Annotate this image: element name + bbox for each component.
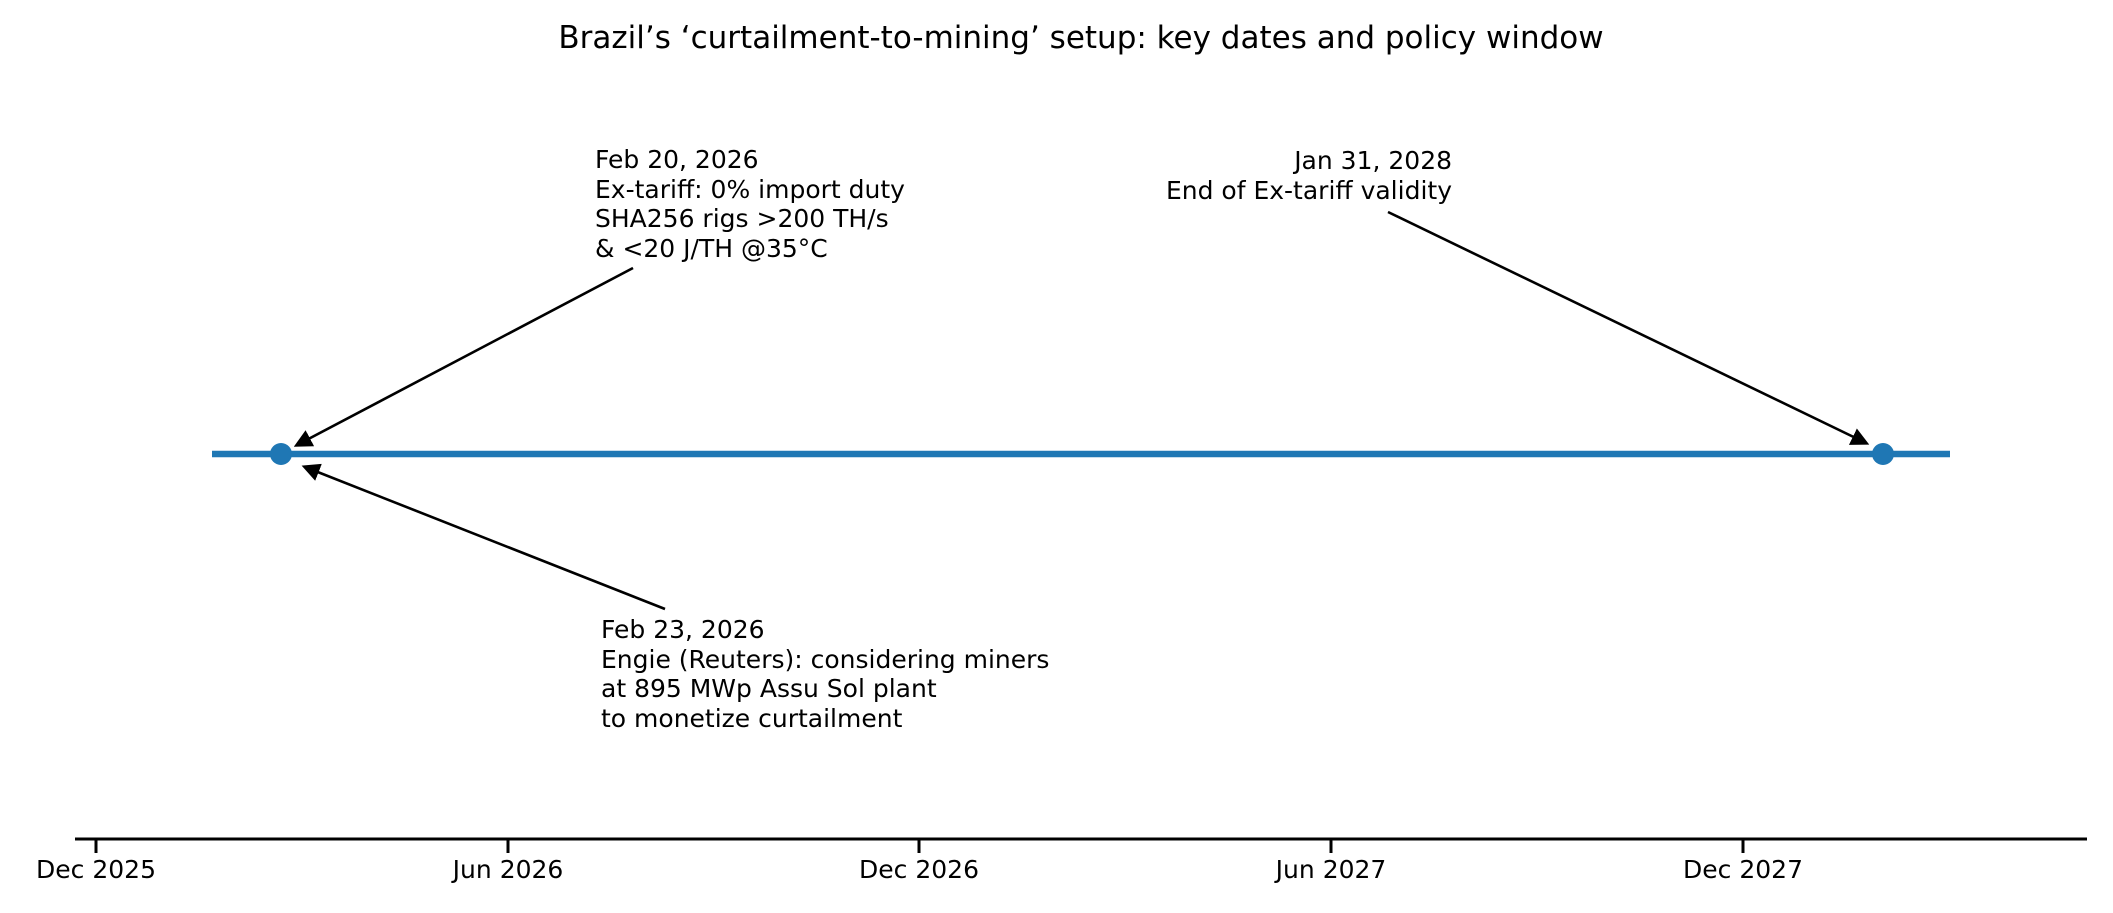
annotation-line: Ex-tariff: 0% import duty bbox=[595, 174, 905, 204]
annotation-line: Feb 23, 2026 bbox=[601, 615, 765, 644]
x-axis-tick-label-jun-2027: Jun 2027 bbox=[1275, 855, 1387, 884]
x-axis-tick-label-dec-2026: Dec 2026 bbox=[859, 855, 979, 884]
event-marker-ex-tariff-end bbox=[1872, 443, 1894, 465]
x-axis-tick-label-dec-2025: Dec 2025 bbox=[36, 855, 156, 884]
annotation-arrow-engie-news bbox=[301, 463, 666, 611]
annotation-line: at 895 MWp Assu Sol plant bbox=[601, 674, 937, 703]
annotation-arrow-ex-tariff-start bbox=[293, 266, 634, 447]
annotation-line: End of Ex-tariff validity bbox=[1165, 175, 1452, 205]
event-marker-ex-tariff-start bbox=[270, 443, 292, 465]
annotation-arrow-ex-tariff-end bbox=[1387, 210, 1870, 445]
annotation-line: SHA256 rigs >200 TH/s bbox=[595, 204, 889, 233]
annotation-ex-tariff-start: Feb 20, 2026 Ex-tariff: 0% import duty S… bbox=[595, 145, 905, 263]
annotation-line: & <20 J/TH @35°C bbox=[595, 233, 828, 263]
annotation-line: to monetize curtailment bbox=[601, 703, 903, 733]
annotation-line: Engie (Reuters): considering miners bbox=[601, 644, 1050, 674]
x-axis-tick-label-jun-2026: Jun 2026 bbox=[452, 855, 564, 884]
annotation-line: Feb 20, 2026 bbox=[595, 145, 759, 174]
chart-title: Brazil’s ‘curtailment-to-mining’ setup: … bbox=[558, 20, 1604, 56]
annotation-engie-news: Feb 23, 2026 Engie (Reuters): considerin… bbox=[601, 615, 1049, 733]
x-axis-tick-label-dec-2027: Dec 2027 bbox=[1683, 855, 1803, 884]
annotation-line: Jan 31, 2028 bbox=[1294, 146, 1452, 175]
annotation-ex-tariff-end: Jan 31, 2028 End of Ex-tariff validity bbox=[1166, 146, 1452, 205]
